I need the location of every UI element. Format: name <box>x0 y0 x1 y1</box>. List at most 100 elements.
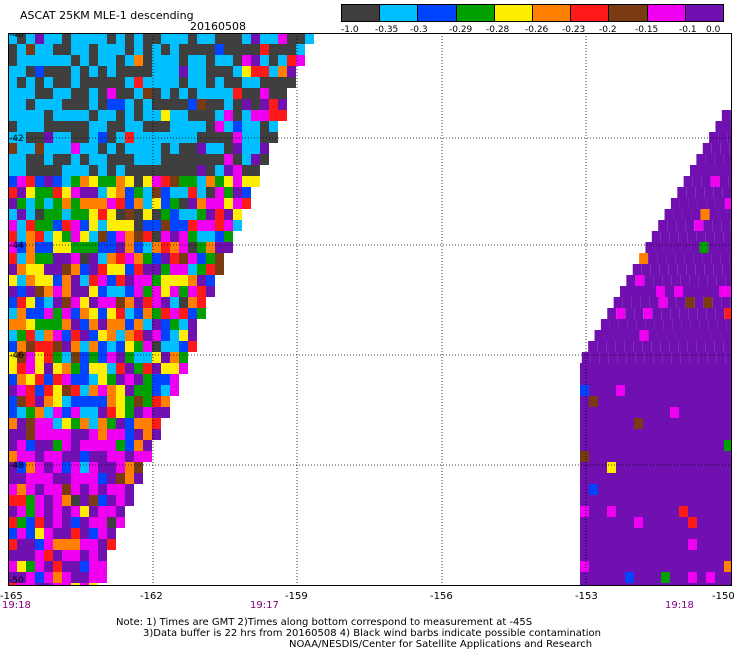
swath-cell <box>643 374 652 385</box>
swath-cell <box>26 363 35 374</box>
swath-cell <box>643 407 652 418</box>
swath-cell <box>71 572 80 583</box>
swath-cell <box>703 297 713 308</box>
swath-cell <box>648 253 658 264</box>
swath-cell <box>80 440 89 451</box>
swath-cell <box>116 209 125 220</box>
swath-cell <box>161 253 170 264</box>
swath-cell <box>641 264 651 275</box>
swath-cell <box>53 297 62 308</box>
swath-cell <box>62 231 71 242</box>
swath-cell <box>152 341 161 352</box>
swath-cell <box>206 209 215 220</box>
swath-cell <box>607 539 616 550</box>
swath-cell <box>670 396 679 407</box>
note-line-2: 3)Data buffer is 22 hrs from 20160508 4)… <box>143 628 601 639</box>
swath-cell <box>224 209 233 220</box>
swath-cell <box>62 55 71 66</box>
swath-cell <box>666 330 676 341</box>
swath-cell <box>661 462 670 473</box>
swath-cell <box>598 374 607 385</box>
swath-cell <box>125 66 134 77</box>
swath-cell <box>62 451 71 462</box>
swath-cell <box>634 374 643 385</box>
swath-cell <box>17 297 26 308</box>
swath-cell <box>715 440 724 451</box>
swath-cell <box>17 242 26 253</box>
swath-cell <box>215 220 224 231</box>
swath-cell <box>215 165 224 176</box>
swath-cell <box>98 275 107 286</box>
swath-cell <box>62 473 71 484</box>
swath-cell <box>643 451 652 462</box>
swath-cell <box>26 231 35 242</box>
swath-cell <box>71 55 80 66</box>
swath-cell <box>26 440 35 451</box>
swath-cell <box>206 110 215 121</box>
swath-cell <box>26 352 35 363</box>
swath-cell <box>8 88 17 99</box>
swath-cell <box>125 220 134 231</box>
swath-cell <box>35 308 44 319</box>
swath-cell <box>53 220 62 231</box>
swath-cell <box>80 517 89 528</box>
swath-cell <box>26 473 35 484</box>
swath-cell <box>26 275 35 286</box>
swath-cell <box>706 473 715 484</box>
swath-cell <box>53 440 62 451</box>
swath-cell <box>98 33 107 44</box>
swath-cell <box>44 253 53 264</box>
swath-cell <box>8 165 17 176</box>
swath-cell <box>634 550 643 561</box>
swath-cell <box>17 583 26 586</box>
swath-cell <box>717 319 727 330</box>
swath-cell <box>652 462 661 473</box>
swath-cell <box>125 451 134 462</box>
swath-cell <box>143 385 152 396</box>
swath-cell <box>287 33 296 44</box>
swath-cell <box>62 176 71 187</box>
swath-cell <box>197 154 206 165</box>
swath-cell <box>143 110 152 121</box>
swath-cell <box>233 88 242 99</box>
swath-cell <box>80 374 89 385</box>
swath-cell <box>89 385 98 396</box>
swath-cell <box>53 561 62 572</box>
swath-cell <box>589 363 598 374</box>
swath-cell <box>62 77 71 88</box>
swath-cell <box>44 374 53 385</box>
swath-cell <box>652 572 661 583</box>
swath-cell <box>661 429 670 440</box>
swath-cell <box>598 583 607 586</box>
swath-cell <box>44 209 53 220</box>
swath-cell <box>53 242 62 253</box>
swath-cell <box>17 517 26 528</box>
swath-cell <box>35 440 44 451</box>
swath-cell <box>718 209 728 220</box>
swath-cell <box>143 418 152 429</box>
swath-cell <box>53 451 62 462</box>
swath-cell <box>8 352 17 363</box>
swath-cell <box>35 209 44 220</box>
swath-cell <box>143 319 152 330</box>
swath-cell <box>706 385 715 396</box>
swath-cell <box>649 297 659 308</box>
swath-cell <box>107 187 116 198</box>
swath-cell <box>724 418 732 429</box>
swath-cell <box>62 352 71 363</box>
swath-cell <box>598 550 607 561</box>
swath-cell <box>625 374 634 385</box>
swath-cell <box>71 154 80 165</box>
swath-cell <box>670 484 679 495</box>
swath-cell <box>690 242 700 253</box>
swath-cell <box>679 517 688 528</box>
swath-cell <box>233 198 242 209</box>
swath-cell <box>44 352 53 363</box>
swath-cell <box>53 374 62 385</box>
swath-cell <box>62 363 71 374</box>
swath-cell <box>251 99 260 110</box>
swath-cell <box>251 77 260 88</box>
swath-cell <box>625 440 634 451</box>
swath-cell <box>206 176 215 187</box>
swath-cell <box>44 550 53 561</box>
